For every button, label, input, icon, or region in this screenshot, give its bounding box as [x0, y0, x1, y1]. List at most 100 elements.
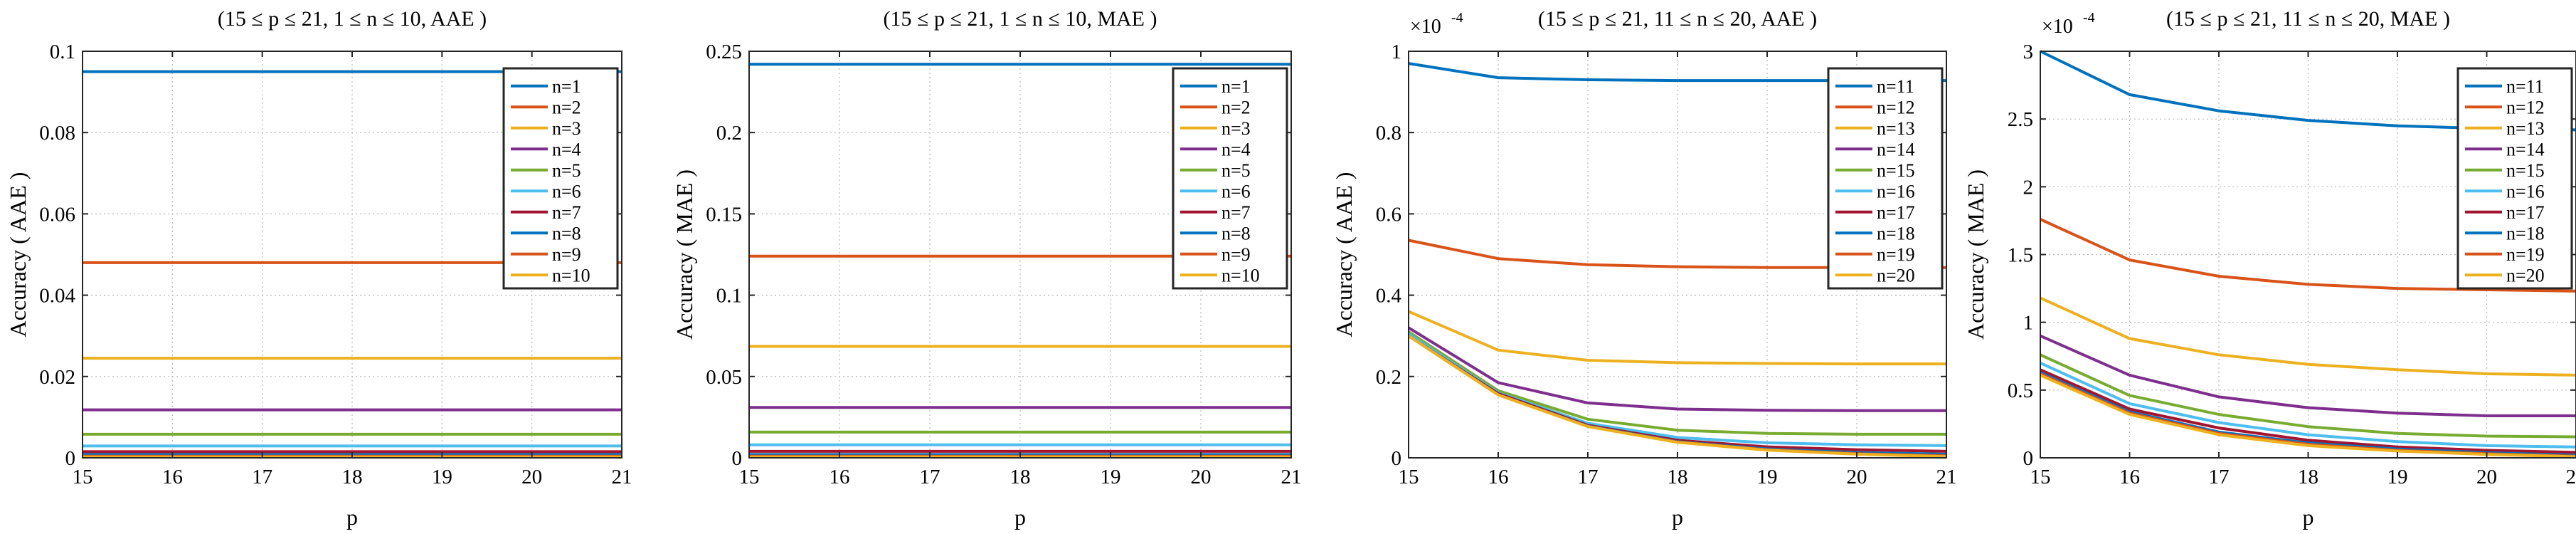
legend-label: n=13 [1877, 118, 1915, 139]
x-tick-label: 18 [1010, 466, 1031, 488]
legend-item: n=16 [1835, 181, 1915, 201]
chart-4: 15 16 17 18 19 20 21 0 0.5 1 1.5 2 2.5 3 ×10 -4 (15 ≤ p … [1963, 7, 2576, 530]
legend-item: n=14 [2465, 139, 2545, 159]
legend-item: n=11 [1835, 76, 1914, 97]
y-exponent-power: -4 [2083, 10, 2095, 26]
legend-label: n=8 [552, 223, 581, 244]
legend-item: n=6 [511, 181, 581, 201]
legend-item: n=12 [1835, 97, 1915, 117]
y-exponent-label: ×10 [1410, 16, 1441, 38]
x-tick-label: 21 [612, 466, 632, 488]
x-tick-label: 17 [1578, 466, 1599, 488]
legend-item: n=20 [2465, 265, 2545, 286]
legend: n=1n=2n=3n=4n=5n=6n=7n=8n=9n=10 [502, 67, 619, 290]
y-tick-label: 1.5 [2008, 244, 2033, 267]
y-tick-label: 0.2 [716, 122, 742, 145]
legend-item: n=8 [1180, 223, 1251, 244]
legend-item: n=5 [511, 160, 581, 181]
legend-label: n=19 [2506, 244, 2545, 265]
legend-label: n=5 [1221, 160, 1251, 181]
y-tick-label: 0.6 [1376, 203, 1401, 226]
legend-item: n=19 [1835, 244, 1915, 265]
x-tick-label: 19 [1101, 466, 1121, 488]
legend: n=11n=12n=13n=14n=15n=16n=17n=18n=19n=20 [1827, 67, 1944, 290]
legend-label: n=11 [2506, 76, 2544, 97]
y-tick-label: 0 [2023, 447, 2034, 470]
x-tick-label: 18 [2298, 466, 2318, 488]
x-tick-label: 17 [920, 466, 940, 488]
y-tick-label: 0 [732, 447, 743, 470]
x-tick-label: 21 [2566, 466, 2576, 488]
legend-item: n=13 [1835, 118, 1915, 139]
x-axis-label: p [2303, 504, 2314, 530]
x-tick-label: 15 [739, 466, 760, 488]
legend-item: n=20 [1835, 265, 1915, 286]
legend-label: n=10 [1221, 265, 1260, 286]
x-tick-label: 15 [73, 466, 93, 488]
legend-label: n=6 [552, 181, 581, 201]
grid [2040, 51, 2576, 458]
y-tick-label: 0.1 [716, 285, 742, 308]
x-tick-label: 20 [1847, 466, 1867, 488]
series-line-n-14 [2040, 334, 2576, 417]
x-tick-label: 18 [1668, 466, 1688, 488]
legend-label: n=4 [1221, 139, 1251, 159]
legend-label: n=13 [2506, 118, 2545, 139]
legend-item: n=15 [2465, 160, 2545, 181]
chart-title: (15 ≤ p ≤ 21, 11 ≤ n ≤ 20, MAE ) [2166, 7, 2450, 31]
x-tick-label: 18 [342, 466, 363, 488]
y-tick-label: 0.4 [1376, 285, 1402, 308]
legend-box [502, 67, 619, 290]
series-line-n-15 [2040, 353, 2576, 439]
legend-label: n=12 [1877, 97, 1915, 117]
y-axis-label: Accuracy ( AAE ) [5, 172, 31, 337]
x-axis-label: p [1014, 504, 1026, 530]
x-tick-label: 16 [829, 466, 850, 488]
legend-label: n=2 [1221, 97, 1251, 117]
y-exponent-label: ×10 [2042, 16, 2073, 38]
x-tick-label: 16 [1488, 466, 1509, 488]
legend-label: n=2 [552, 97, 581, 117]
legend-item: n=4 [511, 139, 581, 159]
legend-label: n=10 [552, 265, 590, 286]
legend-item: n=3 [1180, 118, 1251, 139]
legend-label: n=15 [2506, 160, 2545, 181]
legend-item: n=6 [1180, 181, 1251, 201]
legend-label: n=7 [552, 202, 581, 223]
grid [749, 51, 1291, 458]
y-tick-label: 0.25 [706, 41, 742, 63]
legend-label: n=4 [552, 139, 581, 159]
y-tick-label: 0.8 [1376, 122, 1401, 145]
legend-label: n=16 [2506, 181, 2545, 201]
legend-label: n=9 [552, 244, 581, 265]
x-tick-label: 19 [1757, 466, 1778, 488]
x-tick-label: 15 [1399, 466, 1419, 488]
legend-label: n=11 [1877, 76, 1914, 97]
y-tick-label: 0.05 [706, 366, 742, 389]
y-tick-label: 2 [2023, 176, 2034, 199]
legend-box [1827, 67, 1944, 290]
legend-item: n=17 [1835, 202, 1915, 223]
chart-3: 15 16 17 18 19 20 21 0 0.2 0.4 0.6 0.8 1 ×10 -4 (15 ≤ p… [1331, 7, 1957, 530]
legend-label: n=18 [2506, 223, 2545, 244]
x-tick-label: 21 [1936, 466, 1957, 488]
legend-item: n=8 [511, 223, 581, 244]
legend-label: n=1 [552, 76, 581, 97]
series-line-n-16 [2040, 361, 2576, 449]
legend-box [1172, 67, 1288, 290]
x-tick-label: 16 [2119, 466, 2140, 488]
legend-label: n=18 [1877, 223, 1915, 244]
chart-title: (15 ≤ p ≤ 21, 1 ≤ n ≤ 10, MAE ) [883, 7, 1157, 31]
x-tick-label: 15 [2030, 466, 2051, 488]
legend-item: n=16 [2465, 181, 2545, 201]
x-tick-label: 19 [2387, 466, 2408, 488]
legend-item: n=7 [1180, 202, 1251, 223]
series-line-n-15 [1407, 330, 1946, 436]
legend-label: n=9 [1221, 244, 1251, 265]
legend-item: n=19 [2465, 244, 2545, 265]
x-axis-label: p [346, 504, 358, 530]
x-tick-label: 19 [432, 466, 452, 488]
legend-label: n=3 [552, 118, 581, 139]
legend-item: n=1 [1180, 76, 1251, 97]
